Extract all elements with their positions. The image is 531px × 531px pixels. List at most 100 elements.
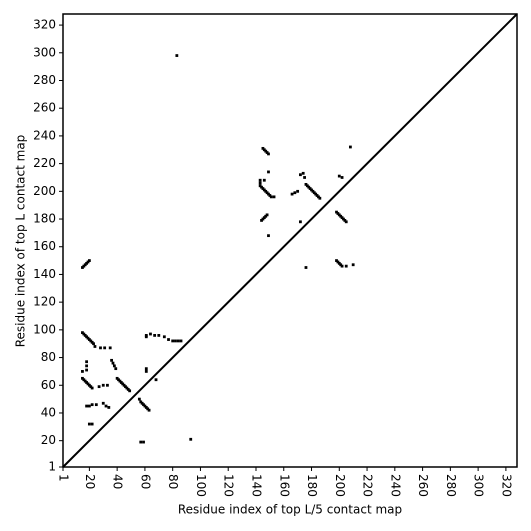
x-tick-label: 40	[111, 474, 125, 489]
contact-point	[101, 383, 105, 387]
x-tick-label: 220	[361, 474, 375, 497]
contact-point	[139, 440, 143, 444]
x-tick-label: 20	[83, 474, 97, 489]
contact-point	[171, 339, 175, 343]
y-tick-label: 60	[41, 378, 56, 392]
contact-point	[337, 174, 341, 178]
contact-point	[262, 178, 266, 182]
y-tick-label: 100	[33, 322, 56, 336]
x-tick-label: 300	[472, 474, 486, 497]
contact-point	[154, 378, 158, 382]
contact-point	[293, 191, 297, 195]
y-tick-label: 160	[33, 239, 56, 253]
contact-point	[85, 360, 89, 364]
contact-point	[304, 266, 308, 269]
contact-point	[144, 335, 148, 339]
contact-point	[147, 408, 151, 412]
contact-point	[179, 339, 183, 343]
contact-point	[110, 358, 113, 362]
contact-point	[157, 333, 161, 337]
contact-point	[97, 385, 101, 389]
contact-point	[107, 406, 111, 409]
y-tick-label: 300	[33, 45, 56, 59]
contact-point	[90, 386, 94, 390]
contact-point	[189, 437, 193, 441]
contact-point	[87, 259, 91, 262]
y-tick-label: 280	[33, 73, 56, 87]
contact-point	[101, 401, 105, 405]
y-axis-label: Residue index of top L contact map	[14, 135, 28, 348]
x-tick-label: 60	[138, 474, 152, 489]
y-tick-label: 200	[33, 184, 56, 198]
contact-point	[103, 346, 107, 350]
contact-point	[174, 339, 177, 343]
x-tick-label: 100	[194, 474, 208, 497]
x-tick-label: 140	[249, 474, 263, 497]
y-tick-label: 40	[41, 405, 56, 419]
x-tick-label: 200	[333, 474, 347, 497]
contact-point	[93, 345, 97, 348]
y-tick-label: 80	[41, 350, 56, 364]
plot-frame	[62, 13, 518, 468]
contact-point	[267, 170, 270, 174]
contact-point	[265, 213, 269, 217]
contact-point	[106, 383, 109, 387]
contact-point	[85, 368, 89, 372]
contact-point	[87, 422, 91, 426]
x-tick-label: 240	[388, 474, 402, 497]
contact-point	[299, 173, 302, 177]
contact-point	[85, 404, 89, 408]
contact-point	[144, 367, 148, 371]
contact-point	[85, 364, 89, 368]
y-tick-label: 140	[33, 267, 56, 281]
y-tick-label: 20	[41, 433, 56, 447]
contact-point	[149, 332, 152, 336]
contact-point	[267, 152, 270, 156]
contact-point	[344, 220, 348, 224]
x-tick-label: 320	[499, 474, 513, 497]
x-tick-label: 80	[166, 474, 180, 489]
contact-point	[344, 264, 348, 268]
contact-point	[176, 339, 180, 343]
contact-point	[142, 440, 145, 444]
contact-point	[299, 220, 302, 224]
contact-point	[128, 389, 132, 393]
contact-point	[92, 342, 95, 346]
contact-point	[137, 397, 141, 401]
contact-point	[301, 171, 305, 175]
contact-point	[340, 176, 344, 179]
y-tick-label: 1	[48, 460, 56, 474]
contact-point	[258, 178, 262, 182]
contact-point	[94, 403, 98, 407]
contact-point	[267, 234, 270, 238]
contact-point	[290, 192, 294, 196]
y-tick-label: 220	[33, 156, 56, 170]
contact-point	[303, 176, 306, 179]
contact-point	[112, 364, 116, 368]
contact-point	[90, 422, 94, 426]
contact-point	[81, 370, 84, 373]
contact-point	[99, 346, 102, 350]
contact-point	[348, 145, 352, 149]
contact-point	[90, 403, 94, 407]
x-tick-label: 260	[416, 474, 430, 497]
x-tick-label: 280	[444, 474, 458, 497]
y-tick-label: 180	[33, 212, 56, 226]
contact-point	[108, 346, 112, 350]
contact-point	[87, 404, 91, 408]
x-axis-label: Residue index of top L/5 contact map	[178, 503, 402, 517]
x-tick-label: 1	[57, 474, 71, 482]
contact-point	[258, 181, 262, 185]
x-tick-label: 160	[277, 474, 291, 497]
contact-point	[153, 333, 157, 337]
x-tick-label: 180	[305, 474, 319, 497]
contact-point	[296, 189, 300, 193]
contact-point	[104, 404, 108, 408]
contact-point	[269, 195, 273, 199]
contact-point	[114, 367, 118, 371]
contact-point	[111, 361, 115, 365]
y-tick-label: 240	[33, 128, 56, 142]
contact-point	[162, 335, 166, 339]
contact-point	[318, 196, 322, 200]
